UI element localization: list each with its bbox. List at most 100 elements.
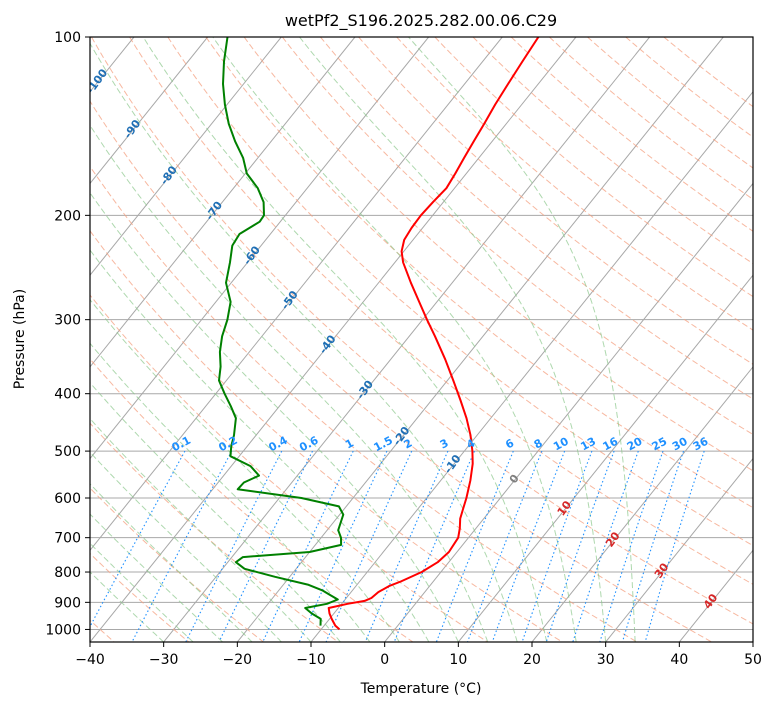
mixing-ratio-label: 10	[551, 435, 571, 454]
dry-adiabat-line	[129, 37, 753, 585]
y-tick-label: 600	[54, 491, 81, 507]
isotherm-line	[384, 182, 753, 642]
isotherm-line	[163, 37, 651, 642]
dry-adiabat-line	[90, 487, 264, 642]
dry-adiabat-line	[434, 37, 753, 298]
moist-adiabat-line	[142, 37, 548, 642]
mixing-ratio-label: 2	[402, 436, 415, 451]
isotherm-line	[0, 37, 60, 642]
x-tick-label: −10	[296, 652, 326, 668]
moist-adiabat-line	[90, 298, 400, 642]
x-tick-label: 30	[597, 652, 615, 668]
y-axis: 100 200 300 400 500 600 700 800 900 1000	[45, 30, 90, 638]
moist-adiabat-line	[90, 417, 312, 642]
dry-adiabat-line	[663, 37, 753, 108]
mixing-ratio-line	[364, 450, 449, 642]
mixing-ratio-line	[466, 450, 543, 642]
mixing-ratio-label: 30	[670, 435, 690, 454]
mixing-ratio-label: 16	[601, 435, 621, 454]
y-axis-title: Pressure (hPa)	[12, 289, 28, 389]
dry-adiabat-line	[90, 294, 488, 642]
dry-adiabat-line	[90, 230, 563, 642]
chart-title: wetPf2_S196.2025.282.00.06.C29	[285, 11, 557, 31]
x-tick-label: 20	[523, 652, 541, 668]
y-tick-label: 500	[54, 444, 81, 460]
mixing-ratio-line	[572, 450, 639, 642]
isotherm-line	[90, 37, 503, 552]
dewpoint-profile-line	[218, 37, 345, 626]
isotherm-line	[457, 274, 753, 642]
dry-adiabat-line	[90, 422, 339, 642]
isotherm-line	[90, 37, 282, 276]
moist-adiabat-line	[299, 37, 607, 642]
y-tick-label: 100	[54, 30, 81, 46]
isotherm-line	[310, 90, 753, 642]
moist-adiabat-line	[90, 42, 518, 642]
y-tick-label: 700	[54, 531, 81, 547]
y-tick-label: 900	[54, 595, 81, 611]
x-tick-label: 50	[744, 652, 762, 668]
y-tick-label: 800	[54, 565, 81, 581]
isotherm-line	[678, 549, 753, 642]
dry-adiabat-line	[358, 37, 753, 365]
mixing-ratio-line	[90, 450, 186, 628]
mixing-ratio-line	[393, 450, 476, 642]
mixing-ratio-label: 36	[691, 435, 711, 454]
moist-adiabat-line	[90, 513, 223, 642]
dry-adiabat-line	[91, 37, 753, 625]
dry-adiabat-line	[549, 37, 753, 200]
isotherm-line	[90, 37, 356, 368]
dry-adiabat-line	[320, 37, 753, 400]
dry-adiabat-line	[205, 37, 753, 509]
y-tick-label: 200	[54, 208, 81, 224]
moist-adiabat-line	[90, 451, 282, 642]
mixing-ratio-line	[599, 450, 664, 642]
dry-adiabat-line	[472, 37, 753, 265]
isotherm-lines	[0, 37, 753, 642]
moist-adiabat-line	[408, 37, 636, 642]
y-tick-label: 1000	[45, 622, 81, 638]
mixing-ratio-line	[185, 450, 283, 642]
mixing-ratio-line	[644, 450, 705, 642]
mixing-ratio-label: 1	[343, 436, 356, 451]
x-axis-title: Temperature (°C)	[360, 681, 482, 697]
mixing-ratio-line	[435, 450, 514, 642]
isotherm-line	[605, 457, 753, 642]
data-series	[218, 37, 540, 631]
isotherm-line	[531, 366, 753, 642]
mixing-ratio-line	[545, 450, 615, 642]
y-tick-label: 400	[54, 387, 81, 403]
mixing-ratio-label: 20	[625, 435, 645, 454]
dry-adiabat-line	[281, 37, 753, 436]
x-axis: −40 −30 −20 −10 0 10 20 30 40 50	[75, 642, 762, 668]
dry-adiabat-line	[243, 37, 753, 472]
isotherm-line	[90, 37, 209, 185]
dry-adiabats	[90, 37, 753, 642]
x-tick-label: 0	[380, 652, 389, 668]
dry-adiabat-line	[90, 358, 414, 642]
dry-adiabat-line	[587, 37, 753, 169]
moist-adiabat-line	[90, 249, 430, 642]
moist-adiabat-line	[90, 124, 489, 642]
mixing-ratio-label: 3	[438, 436, 451, 451]
mixing-ratio-label: 25	[650, 435, 670, 454]
plot-frame	[89, 36, 754, 643]
dry-adiabat-line	[396, 37, 753, 331]
mixing-ratio-label: 6	[503, 436, 516, 451]
x-tick-label: 40	[670, 652, 688, 668]
x-tick-label: 10	[449, 652, 467, 668]
moist-adiabat-line	[90, 192, 459, 642]
y-tick-label: 300	[54, 313, 81, 329]
moist-adiabat-line	[90, 542, 194, 642]
mixing-ratio-lines	[90, 450, 705, 642]
dry-adiabat-line	[510, 37, 753, 232]
mixing-ratio-label: 13	[578, 435, 598, 454]
mixing-ratio-line	[262, 450, 354, 642]
mixing-ratio-line	[218, 450, 313, 642]
isotherm-line	[90, 37, 577, 642]
x-tick-label: −30	[149, 652, 179, 668]
x-tick-label: −40	[75, 652, 105, 668]
dry-adiabat-line	[90, 100, 712, 642]
